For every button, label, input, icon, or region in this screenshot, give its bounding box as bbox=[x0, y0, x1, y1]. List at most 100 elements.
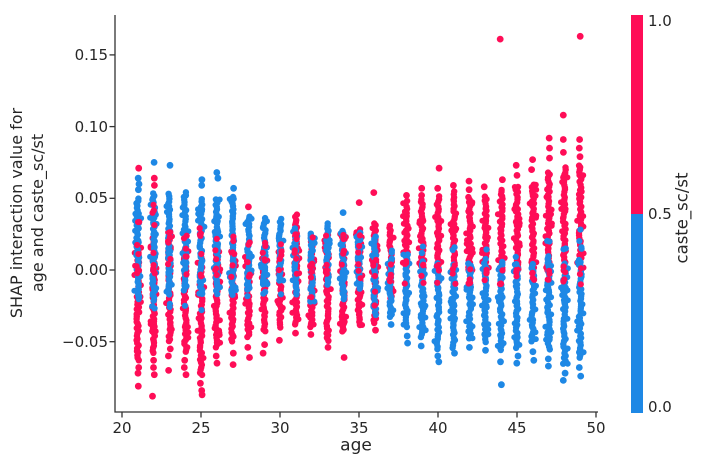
data-point bbox=[165, 261, 172, 268]
colorbar-tick-label: 0.5 bbox=[648, 205, 672, 223]
data-point bbox=[149, 209, 156, 216]
data-point bbox=[370, 189, 378, 197]
data-point bbox=[275, 267, 283, 274]
data-point bbox=[307, 331, 315, 338]
data-point bbox=[150, 249, 157, 256]
y-axis-label: SHAP interaction value for age and caste… bbox=[7, 107, 47, 319]
data-point bbox=[404, 339, 411, 347]
data-point bbox=[403, 258, 410, 265]
data-point bbox=[575, 162, 583, 169]
data-point bbox=[481, 277, 488, 284]
data-point bbox=[417, 342, 425, 350]
data-point bbox=[309, 234, 316, 241]
data-point bbox=[467, 279, 474, 286]
data-point bbox=[149, 303, 156, 310]
data-point bbox=[559, 111, 567, 119]
data-point bbox=[467, 266, 474, 273]
data-point bbox=[578, 245, 585, 252]
data-point bbox=[309, 260, 316, 267]
data-point bbox=[545, 362, 552, 370]
data-point bbox=[513, 273, 520, 280]
data-point bbox=[559, 136, 567, 143]
data-point bbox=[575, 144, 583, 152]
data-point bbox=[244, 344, 252, 351]
data-point bbox=[198, 176, 206, 184]
data-point bbox=[151, 270, 158, 277]
data-point bbox=[576, 136, 583, 143]
data-point bbox=[228, 273, 235, 280]
axis-spines bbox=[114, 15, 598, 413]
data-point bbox=[150, 174, 158, 182]
data-point bbox=[513, 261, 520, 268]
data-point bbox=[499, 176, 506, 184]
data-point bbox=[559, 377, 567, 384]
data-point bbox=[339, 209, 347, 217]
data-point bbox=[229, 262, 236, 269]
data-point bbox=[151, 182, 158, 189]
data-point bbox=[401, 280, 408, 287]
data-point bbox=[357, 275, 364, 282]
data-point bbox=[544, 355, 552, 363]
data-point bbox=[562, 164, 569, 171]
data-point bbox=[465, 186, 473, 194]
data-point bbox=[561, 369, 569, 377]
data-point bbox=[213, 359, 221, 367]
x-tick-label: 35 bbox=[349, 419, 369, 437]
x-tick-label: 40 bbox=[428, 419, 448, 437]
data-point bbox=[291, 225, 299, 232]
data-point bbox=[512, 161, 520, 169]
data-point bbox=[355, 199, 363, 207]
colorbar-low-segment bbox=[631, 214, 643, 413]
data-point bbox=[546, 144, 553, 152]
data-point bbox=[355, 249, 362, 256]
data-point bbox=[513, 359, 521, 367]
data-point bbox=[356, 242, 363, 250]
data-point bbox=[182, 245, 189, 252]
data-point bbox=[245, 282, 252, 289]
data-point bbox=[150, 201, 157, 208]
y-tick-label: 0.00 bbox=[74, 261, 108, 279]
data-point bbox=[183, 271, 190, 278]
data-point bbox=[545, 134, 553, 142]
data-point bbox=[371, 220, 378, 227]
data-point bbox=[229, 249, 236, 256]
data-point bbox=[338, 261, 345, 268]
data-point bbox=[324, 344, 332, 351]
data-point bbox=[276, 336, 283, 344]
data-point bbox=[545, 253, 552, 260]
data-point bbox=[577, 372, 585, 380]
x-tick-label: 25 bbox=[191, 419, 211, 437]
data-point bbox=[278, 215, 285, 223]
data-point bbox=[420, 261, 427, 268]
data-point bbox=[134, 174, 142, 182]
data-point bbox=[197, 379, 204, 387]
data-point bbox=[514, 266, 521, 273]
data-point bbox=[480, 183, 488, 191]
data-point bbox=[434, 184, 442, 192]
data-point bbox=[135, 251, 142, 258]
data-point bbox=[418, 249, 425, 257]
data-point bbox=[576, 153, 584, 161]
data-point bbox=[245, 241, 252, 248]
data-point bbox=[245, 203, 252, 211]
data-point bbox=[373, 256, 380, 264]
data-point bbox=[167, 255, 174, 263]
data-point bbox=[261, 341, 268, 348]
data-point bbox=[452, 280, 459, 287]
data-point bbox=[230, 233, 237, 240]
data-point bbox=[435, 164, 443, 172]
data-point bbox=[213, 235, 220, 242]
data-point bbox=[434, 352, 442, 360]
data-point bbox=[198, 250, 205, 258]
data-point bbox=[214, 174, 222, 182]
data-point bbox=[336, 275, 343, 282]
data-point bbox=[465, 177, 473, 185]
colorbar-high-segment bbox=[631, 15, 643, 214]
data-point bbox=[213, 271, 220, 279]
data-point bbox=[529, 348, 537, 356]
data-point bbox=[482, 255, 489, 263]
data-point bbox=[435, 193, 443, 200]
data-point bbox=[166, 345, 174, 353]
data-point bbox=[213, 286, 221, 293]
data-point bbox=[259, 349, 267, 357]
